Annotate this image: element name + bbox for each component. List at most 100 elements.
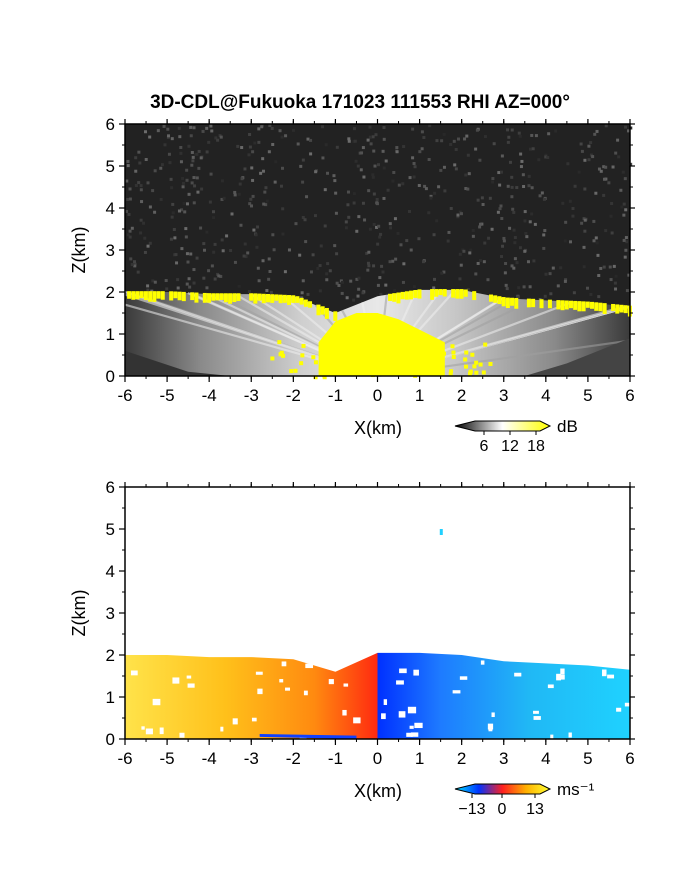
noise-speckle <box>237 192 241 196</box>
colorbar-unit: ms⁻¹ <box>557 780 595 799</box>
high-backscatter-cell <box>388 293 393 301</box>
high-backscatter-cell <box>295 296 300 303</box>
noise-speckle <box>440 139 444 143</box>
noise-speckle <box>262 202 266 206</box>
noise-speckle <box>367 250 371 254</box>
noise-speckle <box>366 261 370 265</box>
noise-speckle <box>334 211 338 215</box>
noise-speckle <box>542 246 546 250</box>
noise-speckle <box>173 236 177 240</box>
high-backscatter-cell <box>253 293 258 304</box>
noise-speckle <box>153 169 157 173</box>
noise-speckle <box>355 229 359 233</box>
noise-speckle <box>527 174 531 178</box>
noise-speckle <box>251 178 255 182</box>
noise-speckle <box>613 281 617 285</box>
noise-speckle <box>382 137 386 141</box>
noise-speckle <box>220 179 224 183</box>
noise-speckle <box>483 241 487 245</box>
noise-speckle <box>324 143 328 147</box>
noise-speckle <box>399 243 403 247</box>
noise-speckle <box>355 277 359 281</box>
noise-speckle <box>624 208 628 212</box>
noise-speckle <box>411 156 415 160</box>
noise-speckle <box>207 269 211 273</box>
high-backscatter-cell <box>324 307 329 319</box>
high-backscatter-cell <box>131 291 136 300</box>
noise-speckle <box>190 150 194 154</box>
noise-speckle <box>375 225 379 229</box>
missing-data <box>414 722 423 729</box>
high-backscatter-cell <box>451 289 456 298</box>
noise-speckle <box>267 257 271 261</box>
noise-speckle <box>510 185 514 189</box>
noise-speckle <box>392 170 396 174</box>
noise-speckle <box>177 126 181 130</box>
noise-speckle <box>142 221 146 225</box>
noise-speckle <box>126 233 130 237</box>
noise-speckle <box>571 214 575 218</box>
noise-speckle <box>192 268 196 272</box>
noise-speckle <box>418 150 422 154</box>
noise-speckle <box>471 228 475 232</box>
high-backscatter-cell <box>333 311 338 321</box>
noise-speckle <box>273 180 277 184</box>
noise-speckle <box>548 272 552 276</box>
noise-speckle <box>212 250 216 254</box>
noise-speckle <box>193 184 197 188</box>
noise-speckle <box>361 201 365 205</box>
noise-speckle <box>602 265 606 269</box>
noise-speckle <box>625 289 629 293</box>
noise-speckle <box>374 133 378 137</box>
noise-speckle <box>345 296 349 300</box>
missing-data <box>145 728 153 735</box>
missing-data <box>616 707 622 712</box>
noise-speckle <box>524 231 528 235</box>
high-backscatter-cell <box>547 299 552 309</box>
missing-data <box>179 732 185 738</box>
noise-speckle <box>531 147 535 151</box>
noise-speckle <box>624 236 628 240</box>
high-backscatter-cell <box>474 360 479 365</box>
noise-speckle <box>218 134 222 138</box>
noise-speckle <box>528 147 532 151</box>
noise-speckle <box>432 286 436 290</box>
noise-speckle <box>517 286 521 290</box>
noise-speckle <box>361 146 365 150</box>
noise-speckle <box>333 179 337 183</box>
missing-data <box>305 663 314 669</box>
velocity-panel: -6 -5 -4 -3 -2 -1 0 1 2 3 4 5 6 0 1 2 3 4 5 6 X(km) Z(km) −… <box>69 478 637 818</box>
noise-speckle <box>523 219 527 223</box>
noise-speckle <box>443 189 447 193</box>
noise-speckle <box>506 184 510 188</box>
high-backscatter-cell <box>468 369 473 374</box>
noise-speckle <box>543 229 547 233</box>
noise-speckle <box>566 162 570 166</box>
noise-speckle <box>458 277 462 281</box>
noise-speckle <box>130 226 134 230</box>
noise-speckle <box>542 233 546 237</box>
x-tick-label: -3 <box>244 386 259 405</box>
missing-data <box>480 660 485 665</box>
noise-speckle <box>187 144 191 148</box>
y-tick-label: 1 <box>106 325 115 344</box>
noise-speckle <box>604 229 608 233</box>
noise-speckle <box>229 248 233 252</box>
noise-speckle <box>546 156 550 160</box>
noise-speckle <box>564 220 568 224</box>
noise-speckle <box>609 278 613 282</box>
high-backscatter-cell <box>463 357 468 362</box>
noise-speckle <box>127 212 131 216</box>
x-tick-label: -1 <box>328 386 343 405</box>
x-tick-label: -6 <box>117 749 132 768</box>
noise-speckle <box>128 187 132 191</box>
noise-speckle <box>221 249 225 253</box>
high-backscatter-cell <box>442 351 447 356</box>
noise-speckle <box>170 137 174 141</box>
high-backscatter-cell <box>139 291 144 299</box>
high-backscatter-cell <box>313 375 318 380</box>
noise-speckle <box>465 134 469 138</box>
noise-speckle <box>356 294 360 298</box>
missing-data <box>413 669 419 676</box>
noise-speckle <box>522 185 526 189</box>
